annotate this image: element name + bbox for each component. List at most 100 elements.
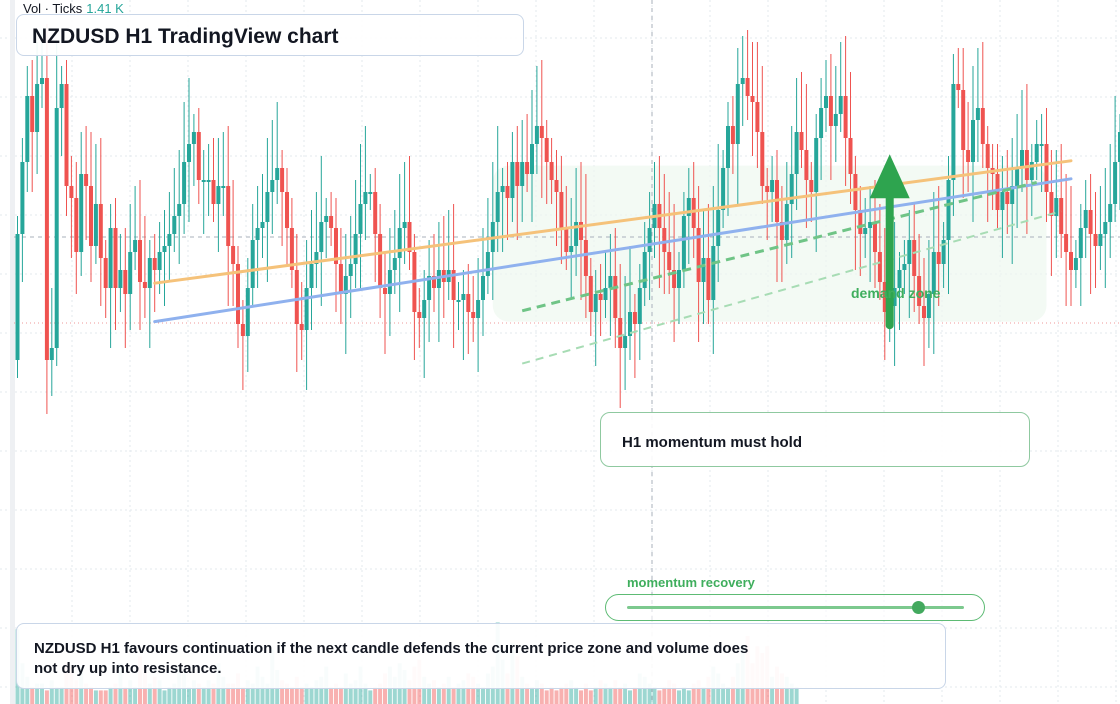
candle-body — [128, 252, 133, 294]
volume-bar — [686, 690, 691, 704]
volume-bar — [652, 687, 657, 704]
candle-body — [549, 162, 554, 180]
candle-body — [191, 132, 196, 144]
volume-bar — [667, 680, 672, 704]
candle-body — [270, 180, 275, 192]
volume-bar — [672, 683, 677, 704]
candle-body — [162, 246, 167, 252]
volume-bar — [564, 683, 569, 704]
candle-body — [863, 228, 868, 234]
volume-bar — [98, 690, 103, 704]
candle-body — [329, 216, 334, 228]
candle-body — [1029, 162, 1034, 180]
volume-bar — [157, 680, 162, 704]
candle-body — [716, 210, 721, 246]
analysis-note-text: NZDUSD H1 favours continuation if the ne… — [34, 640, 749, 677]
volume-bar — [427, 683, 432, 704]
candle-body — [167, 234, 172, 246]
volume-bar — [30, 687, 35, 704]
volume-bar — [221, 676, 226, 704]
candle-body — [314, 252, 319, 264]
candle-body — [240, 324, 245, 336]
candle-body — [956, 84, 961, 90]
candle-body — [59, 84, 64, 108]
candle-body — [877, 252, 882, 282]
candle-body — [1059, 198, 1064, 234]
recovery-slider[interactable] — [605, 594, 985, 621]
candle-body — [221, 186, 226, 188]
candle-body — [231, 246, 236, 264]
candle-body — [69, 186, 74, 198]
candle-body — [309, 264, 314, 288]
candle-body — [118, 270, 123, 288]
candle-body — [711, 246, 716, 300]
green-dashed-channel-lower — [521, 210, 1062, 365]
candle-body — [471, 312, 476, 318]
candle-body — [1083, 210, 1088, 228]
volume-bar — [196, 683, 201, 704]
volume-bar — [152, 676, 157, 704]
recovery-slider-fill — [627, 606, 964, 609]
candle-body — [226, 186, 231, 246]
candle-body — [466, 294, 471, 312]
volume-bar — [407, 680, 412, 704]
candle-body — [907, 240, 912, 264]
candle-body — [378, 234, 383, 288]
volume-bar — [245, 680, 250, 704]
volume-bar — [632, 687, 637, 704]
volume-bar — [265, 683, 270, 704]
candle-body — [1034, 144, 1039, 162]
volume-bar — [691, 683, 696, 704]
candle-body — [216, 186, 221, 204]
candle-body — [1093, 234, 1098, 246]
volume-bar — [574, 687, 579, 704]
candle-body — [358, 204, 363, 234]
candle-body — [280, 168, 285, 192]
candle-body — [828, 96, 833, 126]
candle-body — [1039, 144, 1044, 146]
volume-bar — [613, 680, 618, 704]
volume-bar — [49, 680, 54, 704]
volume-bar — [206, 680, 211, 704]
candle-body — [559, 192, 564, 228]
volume-bar — [35, 683, 40, 704]
volume-bar — [662, 687, 667, 704]
volume-bar — [226, 683, 231, 704]
candle-body — [721, 168, 726, 210]
candle-body — [554, 180, 559, 192]
candle-body — [432, 276, 436, 288]
candle-body — [534, 126, 539, 144]
candle-body — [387, 270, 392, 294]
volume-bar — [549, 687, 554, 704]
recovery-slider-knob[interactable] — [912, 601, 925, 614]
volume-bar — [191, 680, 196, 704]
candle-body — [25, 96, 30, 162]
candle-body — [735, 84, 740, 144]
legend-value: 1.41 K — [86, 1, 124, 16]
candle-body — [677, 270, 681, 288]
volume-bar — [304, 683, 309, 704]
candle-body — [917, 276, 922, 306]
volume-bar — [363, 683, 368, 704]
volume-bar — [623, 683, 628, 704]
indicator-legend[interactable]: Vol · Ticks 1.41 K — [23, 1, 124, 16]
candle-body — [505, 186, 510, 198]
candle-body — [363, 192, 368, 204]
candle-body — [588, 276, 593, 312]
candle-body — [799, 132, 804, 150]
volume-bar — [103, 690, 108, 704]
volume-bar — [201, 687, 206, 704]
candle-body — [539, 126, 544, 138]
volume-bar — [789, 683, 794, 704]
candle-body — [304, 288, 309, 330]
candle-body — [275, 168, 280, 180]
volume-bar — [618, 687, 623, 704]
candle-body — [593, 294, 598, 312]
momentum-callout: H1 momentum must hold — [600, 412, 1030, 467]
volume-bar — [770, 676, 775, 704]
volume-bar — [231, 683, 236, 704]
candle-body — [779, 222, 784, 240]
volume-bar — [446, 676, 451, 704]
candle-body — [760, 132, 765, 186]
